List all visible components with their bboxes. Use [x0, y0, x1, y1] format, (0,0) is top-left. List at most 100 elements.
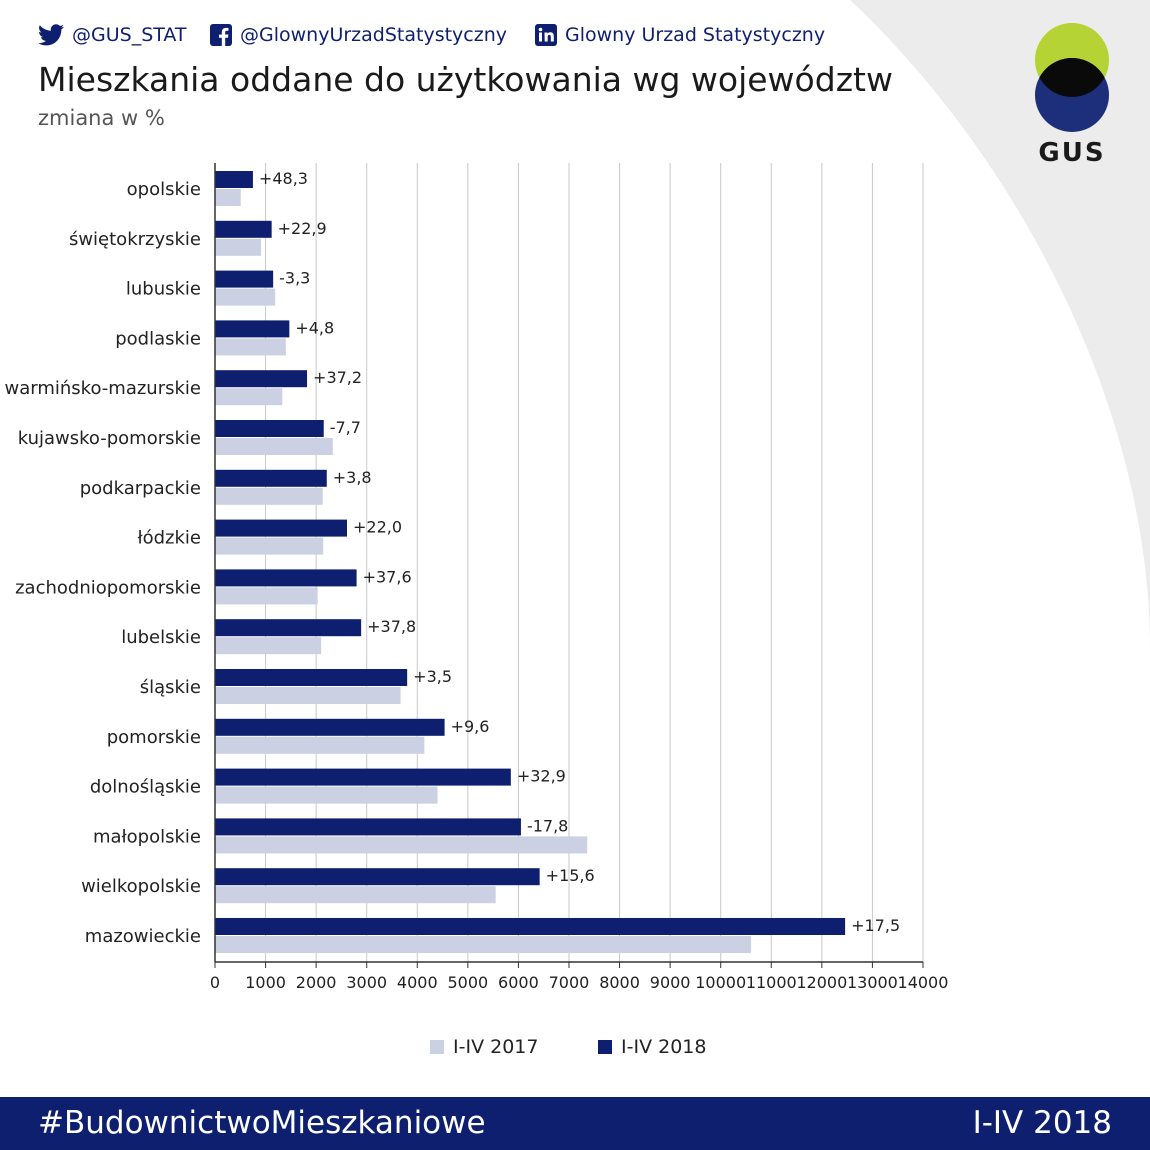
bar-2017 — [215, 687, 401, 704]
category-label: lubelskie — [121, 627, 201, 648]
data-label: +4,8 — [295, 318, 334, 337]
x-tick-label: 4000 — [397, 973, 438, 992]
data-label: +3,8 — [333, 468, 372, 487]
data-label: +9,6 — [451, 717, 490, 736]
bar-2018 — [215, 270, 274, 288]
bar-2018 — [215, 768, 511, 786]
data-label: -3,3 — [279, 269, 310, 288]
bar-2018 — [215, 370, 308, 388]
category-label: małopolskie — [93, 826, 201, 847]
x-tick-label: 2000 — [296, 973, 337, 992]
x-tick-label: 12000 — [796, 973, 847, 992]
category-label: dolnośląskie — [90, 777, 201, 798]
bar-2018 — [215, 669, 408, 686]
bar-2017 — [215, 836, 588, 854]
x-tick-label: 7000 — [549, 973, 590, 992]
category-label: warmińsko-mazurskie — [5, 378, 201, 399]
footer-hashtag[interactable]: #BudownictwoMieszkaniowe — [38, 1105, 486, 1141]
bars — [215, 171, 846, 953]
data-label: +15,6 — [546, 866, 595, 885]
category-labels: opolskie świętokrzyskie lubuskie podlaskie w… — [5, 179, 201, 947]
category-label: pomorskie — [107, 727, 201, 748]
category-label: podlaskie — [115, 328, 201, 349]
category-label: świętokrzyskie — [69, 229, 201, 250]
chart-subtitle: zmiana w % — [38, 106, 165, 130]
bar-2017 — [215, 736, 425, 754]
x-tick-label: 13000 — [847, 973, 898, 992]
category-label: kujawsko-pomorskie — [18, 428, 201, 449]
bar-2018 — [215, 818, 521, 836]
legend-swatch-2017 — [430, 1040, 444, 1054]
chart-title: Mieszkania oddane do użytkowania wg woje… — [38, 60, 893, 99]
bar-2017 — [215, 288, 276, 306]
bar-2017 — [215, 537, 324, 555]
data-label: +32,9 — [517, 767, 566, 786]
category-label: zachodniopomorskie — [15, 577, 201, 598]
x-tick-label: 9000 — [650, 973, 691, 992]
twitter-handle-text: @GUS_STAT — [72, 24, 187, 46]
x-tick-label: 10000 — [695, 973, 746, 992]
linkedin-handle[interactable]: Glowny Urzad Statystyczny — [535, 20, 825, 50]
legend-item-2018: I-IV 2018 — [598, 1036, 706, 1058]
gus-logo-mark — [1035, 23, 1109, 132]
data-label: +48,3 — [259, 169, 308, 188]
bar-2018 — [215, 420, 324, 437]
category-label: śląskie — [140, 677, 201, 698]
bar-2018 — [215, 569, 357, 587]
legend-label-2018: I-IV 2018 — [621, 1036, 707, 1058]
data-label: -7,7 — [330, 418, 361, 437]
bar-2018 — [215, 718, 445, 736]
data-label: +22,0 — [353, 518, 402, 537]
gus-logo: GUS — [1030, 20, 1114, 170]
x-tick-label: 1000 — [245, 973, 286, 992]
x-tick-label: 6000 — [498, 973, 539, 992]
bar-2018 — [215, 868, 540, 886]
bar-2017 — [215, 886, 496, 904]
bar-2017 — [215, 587, 318, 605]
twitter-handle[interactable]: @GUS_STAT — [38, 20, 187, 50]
data-label: +37,2 — [313, 368, 362, 387]
legend-swatch-2018 — [598, 1040, 612, 1054]
twitter-icon — [38, 24, 64, 46]
data-label: +17,5 — [851, 916, 900, 935]
bar-2018 — [215, 469, 327, 487]
bar-2017 — [215, 786, 438, 804]
bar-2018 — [215, 320, 290, 338]
x-tick-label: 3000 — [346, 973, 387, 992]
bar-2018 — [215, 519, 347, 537]
facebook-handle-text: @GlownyUrzadStatystyczny — [240, 24, 507, 46]
bar-2017 — [215, 388, 283, 406]
footer-period: I-IV 2018 — [972, 1105, 1112, 1141]
x-tick-label: 0 — [210, 973, 220, 992]
category-label: mazowieckie — [85, 926, 201, 947]
bar-2017 — [215, 936, 752, 953]
category-label: opolskie — [127, 179, 201, 200]
category-label: podkarpackie — [80, 478, 201, 499]
x-tick-labels: 0 1000 2000 3000 4000 5000 6000 7000 8000 9000 100… — [210, 973, 949, 992]
bar-2017 — [215, 338, 286, 356]
category-label: wielkopolskie — [81, 876, 201, 897]
bar-2018 — [215, 619, 362, 637]
bar-2017 — [215, 238, 262, 256]
category-label: łódzkie — [137, 528, 201, 549]
data-label: -17,8 — [527, 816, 568, 835]
bar-chart: opolskie świętokrzyskie lubuskie podlaskie w… — [5, 163, 949, 992]
legend-item-2017: I-IV 2017 — [430, 1036, 538, 1058]
facebook-icon — [210, 24, 232, 46]
data-label: +37,8 — [367, 617, 416, 636]
x-tick-label: 5000 — [447, 973, 488, 992]
gus-logo-text: GUS — [1038, 138, 1106, 168]
x-tick-label: 8000 — [599, 973, 640, 992]
x-tick-label: 14000 — [898, 973, 949, 992]
linkedin-icon — [535, 24, 557, 46]
legend-label-2017: I-IV 2017 — [453, 1036, 539, 1058]
data-label: +37,6 — [363, 567, 412, 586]
linkedin-handle-text: Glowny Urzad Statystyczny — [565, 24, 826, 46]
category-label: lubuskie — [126, 279, 201, 300]
bar-2018 — [215, 918, 846, 935]
facebook-handle[interactable]: @GlownyUrzadStatystyczny — [210, 20, 507, 50]
value-labels: +48,3 +22,9 -3,3 +4,8 +37,2 -7,7 +3,8 +22,0 +37,… — [259, 169, 900, 935]
footer-banner: #BudownictwoMieszkaniowe I-IV 2018 — [0, 1097, 1150, 1150]
bar-2018 — [215, 220, 272, 238]
x-tick-label: 11000 — [746, 973, 797, 992]
